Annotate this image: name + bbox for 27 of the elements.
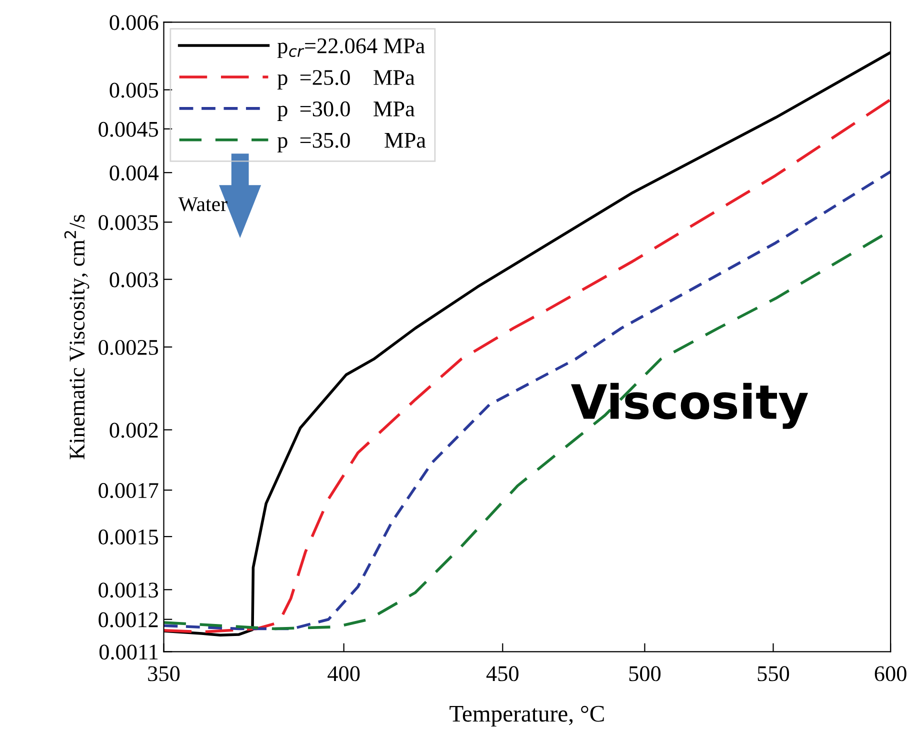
x-axis-title: Temperature, °C <box>450 706 604 727</box>
y-tick-label: 0.004 <box>110 166 159 181</box>
y-tick-label: 0.0015 <box>98 529 158 545</box>
y-axis-title: Kinematic Viscosity, cm$^{2}$/s <box>64 214 90 460</box>
x-tick-label: 400 <box>328 666 360 682</box>
annotation: Water <box>178 197 228 212</box>
legend-label: p =35.0 MPa <box>277 132 426 152</box>
legend-label: p =30.0 MPa <box>277 101 415 121</box>
y-tick-label: 0.0017 <box>98 483 158 498</box>
y-tick-label: 0.0012 <box>98 612 158 628</box>
y-tick-label: 0.0011 <box>99 644 158 660</box>
annotation: Viscosity <box>570 382 808 429</box>
x-tick-label: 350 <box>148 666 180 682</box>
x-tick-label: 500 <box>629 666 661 682</box>
legend-label: p =25.0 MPa <box>277 70 415 90</box>
x-tick-label: 450 <box>486 666 518 682</box>
y-tick-label: 0.0045 <box>98 122 158 137</box>
x-tick-label: 600 <box>874 666 906 682</box>
y-tick-label: 0.005 <box>110 82 158 98</box>
y-tick-label: 0.0025 <box>98 340 158 356</box>
legend-label: p$_{cr}$=22.064 MPa <box>277 38 425 58</box>
y-tick-label: 0.002 <box>110 422 158 438</box>
x-tick-label: 550 <box>758 666 790 682</box>
y-tick-label: 0.0013 <box>98 582 158 598</box>
y-tick-label: 0.0035 <box>98 215 158 230</box>
y-tick-label: 0.006 <box>110 15 158 30</box>
y-tick-label: 0.003 <box>110 272 158 288</box>
